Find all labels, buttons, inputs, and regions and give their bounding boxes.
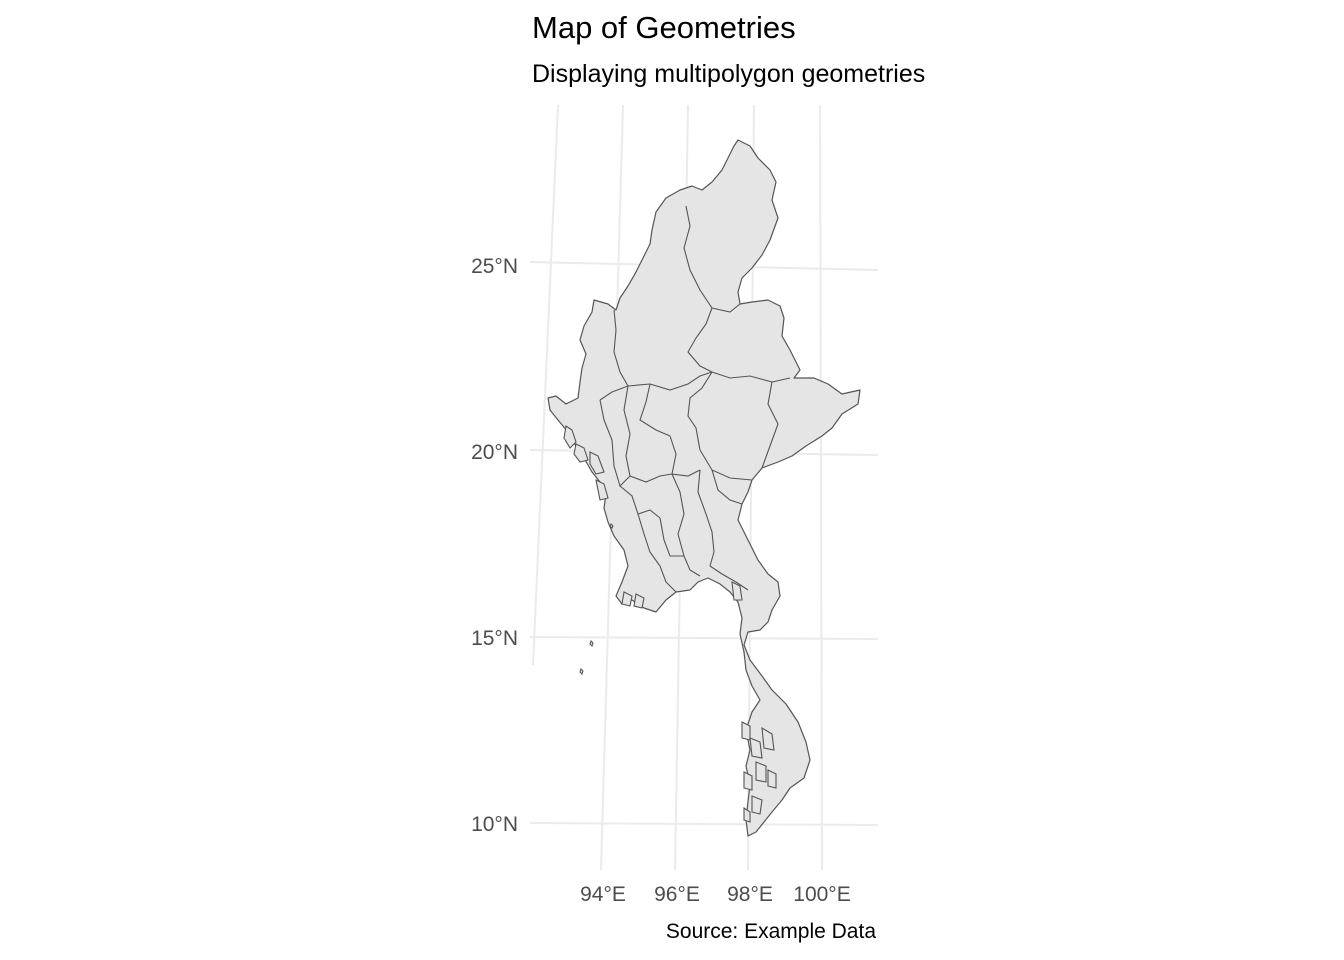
island-cheduba bbox=[609, 523, 614, 529]
lon-label-98: 98°E bbox=[727, 883, 773, 906]
lat-label-10: 10°N bbox=[471, 813, 518, 836]
border-sagaing-chin bbox=[613, 309, 629, 387]
island-mergui-5 bbox=[743, 771, 753, 791]
border-kachin-sagaing bbox=[683, 205, 713, 309]
border-ayeyarwady bbox=[637, 513, 677, 593]
border-magway-chin bbox=[623, 385, 631, 477]
lon-label-96: 96°E bbox=[654, 883, 700, 906]
map-caption: Source: Example Data bbox=[665, 920, 876, 943]
border-kayin bbox=[697, 469, 715, 567]
map-subtitle: Displaying multipolygon geometries bbox=[532, 60, 926, 88]
border-kayah bbox=[711, 469, 743, 505]
island-rakhine-1 bbox=[563, 425, 577, 449]
region-geometries bbox=[547, 139, 861, 837]
coastal-islands bbox=[563, 425, 777, 823]
lon-axis: 94°E 96°E 98°E 100°E bbox=[580, 883, 851, 906]
border-shan-inner bbox=[761, 381, 779, 469]
island-rakhine-4 bbox=[595, 479, 609, 501]
gridline-lon-92 bbox=[532, 104, 559, 666]
gridline-lat-10 bbox=[529, 822, 879, 826]
lon-label-94: 94°E bbox=[580, 883, 626, 906]
map-title: Map of Geometries bbox=[532, 10, 796, 45]
border-yangon bbox=[659, 517, 701, 577]
island-mergui-3 bbox=[761, 726, 775, 751]
lat-axis: 25°N 20°N 15°N 10°N bbox=[471, 255, 518, 836]
border-shan-east bbox=[711, 371, 791, 383]
border-sagaing-mandalay bbox=[649, 371, 713, 391]
lat-label-20: 20°N bbox=[471, 441, 518, 464]
border-mandalay-magway bbox=[639, 383, 671, 437]
island-rakhine-2 bbox=[573, 443, 589, 463]
gridline-lon-100 bbox=[819, 104, 823, 871]
island-delta-1 bbox=[621, 591, 633, 607]
border-rakhine-magway bbox=[599, 399, 631, 488]
island-delta-2 bbox=[633, 593, 645, 609]
island-mergui-8 bbox=[743, 806, 751, 823]
island-coco-2 bbox=[579, 667, 584, 676]
border-chin-rakhine bbox=[599, 383, 651, 401]
island-mon-1 bbox=[731, 581, 743, 601]
island-rakhine-3 bbox=[589, 451, 605, 475]
country-outline bbox=[547, 139, 861, 837]
border-mon bbox=[709, 565, 749, 591]
island-mergui-4 bbox=[755, 761, 767, 783]
lat-label-15: 15°N bbox=[471, 627, 518, 650]
region-borders bbox=[599, 205, 791, 593]
border-bago-east bbox=[671, 473, 685, 557]
island-mergui-6 bbox=[767, 769, 777, 789]
lat-label-25: 25°N bbox=[471, 255, 518, 278]
island-mergui-2 bbox=[749, 737, 763, 759]
island-mergui-7 bbox=[751, 795, 763, 815]
gridline-lat-15 bbox=[529, 636, 879, 640]
border-magway-bago bbox=[629, 473, 673, 483]
island-coco-1 bbox=[589, 639, 594, 648]
border-shan-kayah bbox=[699, 449, 753, 481]
lon-label-100: 100°E bbox=[793, 883, 850, 906]
border-sagaing-shan bbox=[687, 307, 713, 373]
border-kachin-shan-north bbox=[711, 303, 741, 313]
border-mandalay-shan bbox=[687, 371, 713, 451]
